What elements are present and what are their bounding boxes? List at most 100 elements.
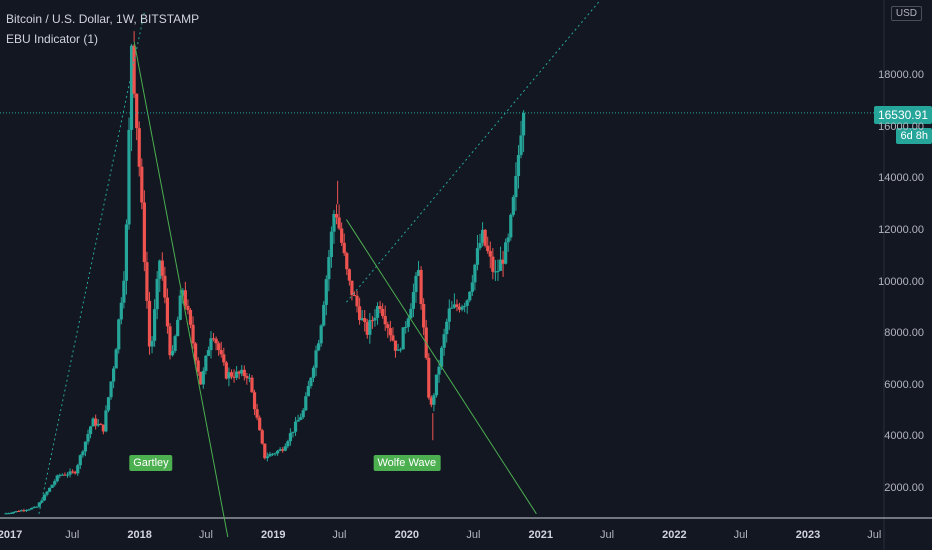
- candle-body: [211, 338, 216, 340]
- candle-body: [442, 334, 446, 348]
- x-tick-label: 2018: [127, 529, 152, 541]
- candle-body: [214, 338, 218, 344]
- candle-body: [32, 506, 36, 508]
- candle-body: [140, 166, 144, 203]
- candle-body: [311, 367, 316, 378]
- candle-body: [227, 372, 231, 379]
- candle-body: [319, 325, 323, 344]
- candle-body: [324, 279, 328, 305]
- candle-body: [50, 484, 54, 488]
- candle-body: [137, 128, 141, 167]
- candle-body: [478, 242, 482, 249]
- x-tick-label: 2017: [0, 529, 23, 541]
- candle-body: [127, 129, 131, 225]
- candle-body: [329, 231, 334, 257]
- parabolic-trend-line: [38, 10, 146, 514]
- candle-body: [475, 248, 480, 265]
- candle-body: [63, 474, 67, 476]
- candle-body: [147, 300, 152, 347]
- candle-body: [452, 304, 457, 308]
- candle-body: [368, 320, 372, 335]
- candle-body: [71, 471, 75, 473]
- candle-body: [281, 449, 285, 451]
- currency-button[interactable]: USD: [890, 6, 922, 21]
- candle-body: [150, 340, 154, 347]
- candle-body: [178, 295, 182, 320]
- candle-body: [224, 362, 228, 379]
- candle-body: [135, 93, 139, 129]
- candle-body: [168, 326, 172, 356]
- candle-body: [404, 326, 408, 328]
- candle-body: [263, 443, 267, 459]
- candle-body: [439, 347, 444, 367]
- candle-body: [160, 260, 164, 276]
- candle-body: [17, 511, 21, 513]
- candle-body: [509, 214, 513, 238]
- candle-body: [514, 176, 518, 198]
- candle-body: [381, 308, 385, 317]
- pattern-label-wolfe-wave[interactable]: Wolfe Wave: [373, 455, 441, 472]
- candle-body: [35, 506, 39, 508]
- candle-body: [365, 322, 369, 335]
- candle-body: [109, 381, 113, 398]
- candle-body: [86, 434, 90, 442]
- candle-body: [340, 228, 344, 243]
- candle-body: [165, 297, 170, 327]
- x-tick-label: 2020: [394, 529, 420, 541]
- candle-body: [124, 224, 129, 281]
- candle-body: [301, 410, 305, 418]
- candle-body: [183, 290, 187, 306]
- candle-body: [170, 350, 175, 356]
- candle-body: [457, 306, 462, 310]
- candle-body: [306, 386, 310, 397]
- candle-body: [393, 340, 398, 351]
- candle-body: [217, 343, 221, 351]
- candle-body: [114, 349, 118, 369]
- candle-body: [373, 317, 377, 321]
- candle-body: [14, 511, 18, 513]
- candle-body: [145, 262, 149, 301]
- pattern-label-gartley[interactable]: Gartley: [129, 455, 173, 472]
- candle-body: [411, 291, 416, 309]
- candle-body: [445, 321, 449, 335]
- candle-body: [447, 308, 451, 322]
- x-tick-label: 2023: [795, 529, 821, 541]
- candle-body: [460, 306, 464, 310]
- candle-body: [327, 256, 331, 280]
- candle-body: [345, 253, 349, 270]
- candle-body: [188, 310, 193, 325]
- candle-body: [55, 475, 59, 482]
- candle-body: [299, 417, 303, 420]
- candle-body: [117, 319, 121, 350]
- candle-body: [401, 327, 405, 350]
- x-tick-label: Jul: [600, 529, 615, 541]
- candle-body: [176, 319, 180, 337]
- candle-body: [498, 259, 503, 271]
- candle-body: [488, 251, 492, 257]
- candle-body: [416, 269, 421, 276]
- candle-body: [378, 306, 382, 309]
- candle-body: [240, 369, 244, 374]
- candle-body: [47, 487, 52, 492]
- candle-body: [53, 481, 57, 485]
- y-tick-label: 8000.00: [884, 327, 924, 340]
- candle-body: [342, 242, 346, 254]
- wolfe-wave-line: [345, 219, 537, 515]
- candle-body: [504, 242, 508, 264]
- candle-body: [186, 305, 190, 311]
- candle-body: [314, 350, 318, 368]
- candle-body: [122, 280, 126, 303]
- candle-body: [196, 360, 200, 372]
- candle-body: [286, 441, 290, 447]
- candle-body: [219, 350, 223, 355]
- candle-body: [12, 511, 16, 513]
- candle-body: [58, 474, 62, 476]
- y-tick-label: 6000.00: [884, 378, 924, 391]
- indicator-name[interactable]: EBU Indicator (1): [6, 32, 99, 46]
- candle-body: [391, 335, 395, 341]
- candle-body: [260, 430, 264, 444]
- candle-body: [6, 513, 11, 515]
- candle-body: [119, 302, 123, 320]
- y-tick-label: 18000.00: [878, 69, 924, 81]
